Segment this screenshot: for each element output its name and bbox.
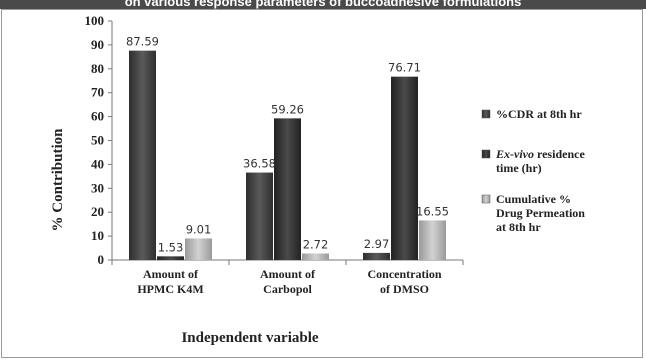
bar-1-1	[129, 50, 156, 261]
bar-1-2	[246, 172, 273, 260]
y-tick-label: 30	[91, 180, 104, 195]
data-labels-layer: 87.59 1.539.01 36.58 59.26 2.72 2.97 76.71 16.5…	[126, 35, 449, 255]
bar-2-2	[274, 118, 301, 261]
data-label: 2.97	[364, 237, 390, 251]
data-label: 16.55	[416, 204, 449, 218]
y-tick-label: 40	[91, 156, 104, 171]
legend-swatch-2	[481, 149, 491, 159]
data-label: 2.72	[303, 237, 329, 251]
y-axis-title: % Contribution	[50, 128, 66, 232]
y-tick-label: 100	[85, 13, 105, 28]
legend-entry-2: Ex-vivo residence time (hr)	[495, 147, 585, 175]
data-label: 1.53	[158, 240, 184, 254]
bar-2-1	[157, 256, 184, 260]
legend-swatch-1	[481, 109, 491, 119]
data-label: 87.59	[126, 35, 159, 49]
legend-entry-3: Cumulative % Drug Permeation at 8th hr	[496, 192, 585, 234]
data-label: 76.71	[388, 61, 421, 75]
legend-swatch-3	[481, 194, 491, 204]
y-tick-label: 20	[91, 204, 104, 219]
legend-entry-1: %CDR at 8th hr	[496, 107, 582, 121]
bar-1-3	[363, 252, 390, 260]
legend: %CDR at 8th hr Ex-vivo residence time (hr)…	[481, 107, 585, 234]
x-category-label: Concentration of DMSO	[368, 267, 442, 296]
chart-frame	[1, 9, 643, 358]
bars-layer	[129, 50, 446, 261]
y-tick-label: 0	[98, 252, 105, 267]
bar-3-3	[419, 220, 446, 260]
bar-3-2	[302, 253, 329, 260]
data-label: 9.01	[186, 222, 212, 236]
y-tick-label: 60	[91, 109, 104, 124]
data-label: 59.26	[271, 102, 304, 116]
x-axis-title: Independent variable	[181, 330, 318, 346]
bar-2-3	[391, 76, 418, 260]
x-category-label: Amount of Carbopol	[260, 267, 316, 296]
figure-caption-text: on various response parameters of buccoa…	[124, 0, 522, 9]
figure-caption-banner: on various response parameters of buccoa…	[0, 0, 646, 9]
y-tick-label: 50	[91, 133, 104, 148]
y-tick-label: 80	[91, 61, 104, 76]
x-category-label: Amount of HPMC K4M	[137, 267, 203, 296]
data-label: 36.58	[243, 157, 276, 171]
y-tick-label: 10	[91, 228, 104, 243]
bar-3-1	[185, 238, 212, 260]
axes-layer: 0 10 20 30 40 50 60 70 80 90 100 Amount of HPMC K4M A…	[85, 13, 464, 296]
y-tick-label: 70	[91, 85, 104, 100]
y-tick-label: 90	[91, 37, 104, 52]
